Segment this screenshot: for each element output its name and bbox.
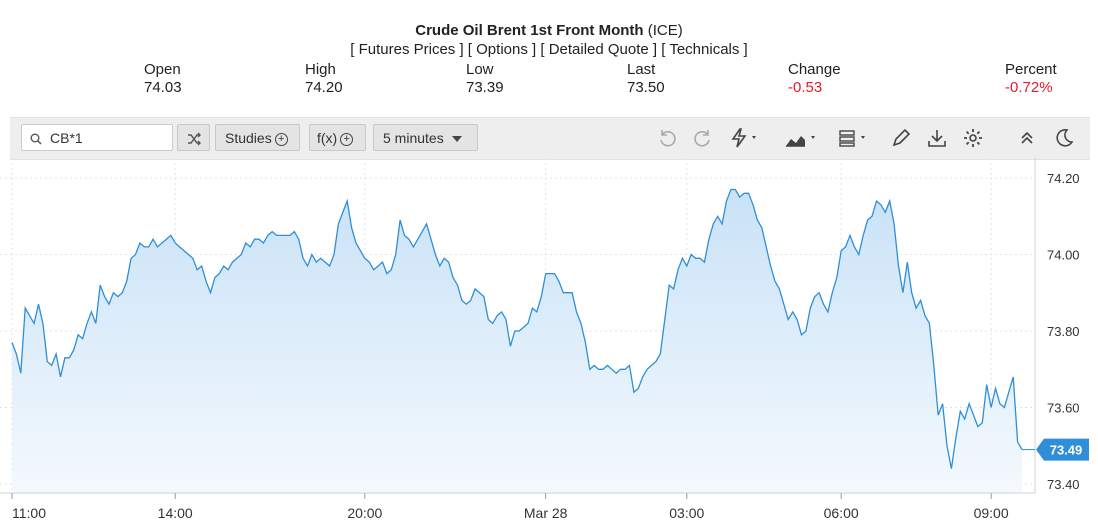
stat-value: 74.20 <box>305 79 343 96</box>
stat-label: Open <box>144 61 181 78</box>
stat-change: Change -0.53 <box>788 61 841 97</box>
stat-value: -0.53 <box>788 79 823 96</box>
price-area <box>12 189 1022 493</box>
stat-label: Low <box>466 61 494 78</box>
settings-icon[interactable] <box>961 126 985 150</box>
x-tick-label: 14:00 <box>158 505 193 521</box>
x-tick-label: 03:00 <box>669 505 704 521</box>
stat-last: Last 73.50 <box>627 61 665 97</box>
stat-value: 73.50 <box>627 79 665 96</box>
price-chart[interactable]: 74.20 74.00 73.80 73.60 73.40 11:00 14:00 20:0… <box>0 158 1098 525</box>
stat-label: Last <box>627 61 656 78</box>
instrument-title: Crude Oil Brent 1st Front Month (ICE) <box>0 22 1098 39</box>
link-technicals[interactable]: Technicals <box>669 41 740 58</box>
lightning-icon[interactable] <box>727 126 761 150</box>
link-futures-prices[interactable]: Futures Prices <box>358 41 456 58</box>
functions-button[interactable]: f(x) + <box>309 124 366 151</box>
symbol-value: CB*1 <box>50 130 83 146</box>
studies-label: Studies <box>225 130 272 146</box>
x-tick-label: 11:00 <box>12 505 46 521</box>
undo-icon[interactable] <box>655 126 679 150</box>
stat-label: Change <box>788 61 841 78</box>
stat-percent: Percent -0.72% <box>1005 61 1057 97</box>
download-icon[interactable] <box>925 126 949 150</box>
last-price-badge <box>1036 438 1089 461</box>
link-options[interactable]: Options <box>476 41 528 58</box>
search-icon <box>30 125 42 152</box>
stat-high: High 74.20 <box>305 61 343 97</box>
fx-label: f(x) <box>317 130 338 146</box>
exchange-name: (ICE) <box>647 22 683 39</box>
y-tick-label: 73.60 <box>1047 401 1080 416</box>
stat-value: -0.72% <box>1005 79 1053 96</box>
y-tick-label: 73.40 <box>1047 477 1080 492</box>
instrument-name: Crude Oil Brent 1st Front Month <box>415 22 644 39</box>
last-price-label: 73.49 <box>1050 443 1083 458</box>
x-tick-label: 20:00 <box>347 505 382 521</box>
price-line <box>11 188 1023 469</box>
link-detailed-quote[interactable]: Detailed Quote <box>548 41 649 58</box>
stat-value: 74.03 <box>144 79 182 96</box>
y-tick-label: 74.00 <box>1047 248 1080 263</box>
stat-low: Low 73.39 <box>466 61 504 97</box>
shuffle-icon <box>187 132 201 146</box>
stat-open: Open 74.03 <box>144 61 182 97</box>
x-tick-label: Mar 28 <box>524 505 568 521</box>
stat-label: Percent <box>1005 61 1057 78</box>
compare-symbol-button[interactable] <box>177 124 210 151</box>
quote-links: [ Futures Prices ] [ Options ] [ Detaile… <box>350 41 748 58</box>
collapse-icon[interactable] <box>1015 126 1039 150</box>
draw-icon[interactable] <box>889 126 913 150</box>
quote-header: Crude Oil Brent 1st Front Month (ICE) [ … <box>0 0 1098 112</box>
y-tick-label: 73.80 <box>1047 324 1080 339</box>
x-tick-label: 09:00 <box>974 505 1009 521</box>
studies-button[interactable]: Studies + <box>215 124 300 151</box>
chart-toolbar: CB*1 Studies + f(x) + 5 minutes <box>10 117 1090 160</box>
dark-mode-icon[interactable] <box>1052 126 1076 150</box>
interval-label: 5 minutes <box>383 130 444 146</box>
redo-icon[interactable] <box>691 126 715 150</box>
interval-dropdown[interactable]: 5 minutes <box>373 124 478 151</box>
chart-type-icon[interactable] <box>784 126 820 150</box>
y-tick-label: 74.20 <box>1047 171 1080 186</box>
stat-value: 73.39 <box>466 79 504 96</box>
symbol-search-input[interactable]: CB*1 <box>21 124 173 151</box>
template-icon[interactable] <box>838 126 874 150</box>
chevron-down-icon <box>451 136 462 143</box>
plus-icon: + <box>274 132 288 146</box>
plus-icon: + <box>340 132 354 146</box>
stat-label: High <box>305 61 336 78</box>
x-tick-label: 06:00 <box>824 505 859 521</box>
